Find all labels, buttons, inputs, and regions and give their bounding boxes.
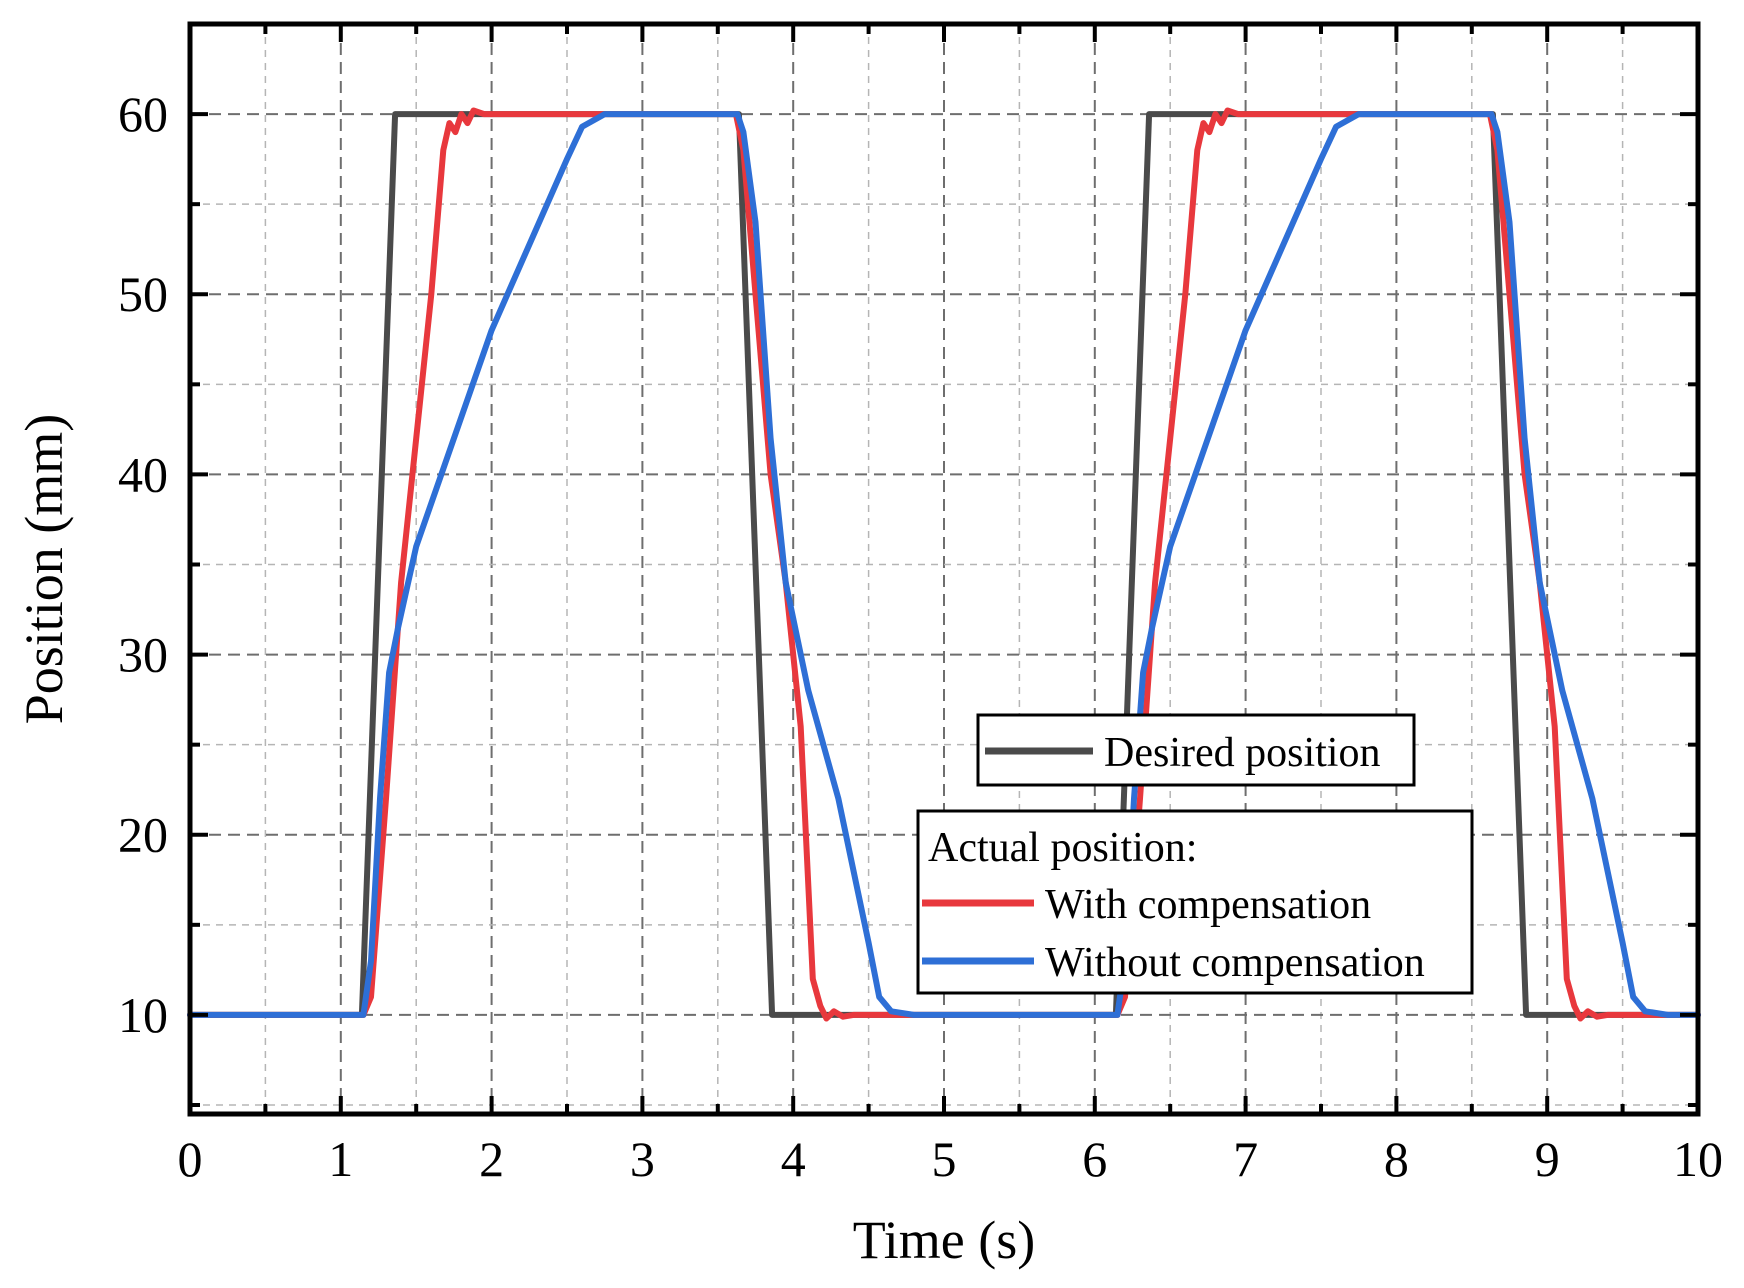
tick-labels: 0 1 2 3 4 5 6 7 8 9 10 10 20 30 40 50 60 — [118, 86, 1723, 1187]
ticks — [190, 22, 1698, 1114]
legend-desired-box: Desired position — [976, 713, 1416, 787]
y-axis-title: Position (mm) — [14, 414, 74, 725]
x-tick-label: 0 — [178, 1131, 203, 1187]
y-tick-label: 20 — [118, 807, 168, 863]
y-tick-label: 30 — [118, 627, 168, 683]
legend-desired-label: Desired position — [1104, 730, 1380, 776]
x-tick-label: 3 — [630, 1131, 655, 1187]
legend-without-label: Without compensation — [1045, 940, 1425, 986]
x-axis-title: Time (s) — [853, 1210, 1036, 1270]
x-tick-label: 4 — [781, 1131, 806, 1187]
legend-actual-title: Actual position: — [928, 825, 1197, 871]
x-tick-label: 9 — [1535, 1131, 1560, 1187]
legend-actual-box: Actual position: With compensation Witho… — [916, 809, 1474, 995]
legend-desired-frame — [976, 713, 1416, 787]
series-layer — [187, 107, 1701, 1022]
x-tick-label: 10 — [1673, 1131, 1723, 1187]
x-tick-label: 6 — [1082, 1131, 1107, 1187]
x-tick-label: 5 — [932, 1131, 957, 1187]
y-tick-label: 50 — [118, 266, 168, 322]
x-tick-label: 2 — [479, 1131, 504, 1187]
x-tick-label: 1 — [328, 1131, 353, 1187]
y-tick-label: 40 — [118, 446, 168, 502]
x-tick-label: 7 — [1233, 1131, 1258, 1187]
x-tick-label: 8 — [1384, 1131, 1409, 1187]
y-tick-label: 60 — [118, 86, 168, 142]
legend-with-label: With compensation — [1045, 882, 1371, 928]
y-tick-label: 10 — [118, 987, 168, 1043]
series-line-without-compensation — [187, 111, 1701, 1018]
